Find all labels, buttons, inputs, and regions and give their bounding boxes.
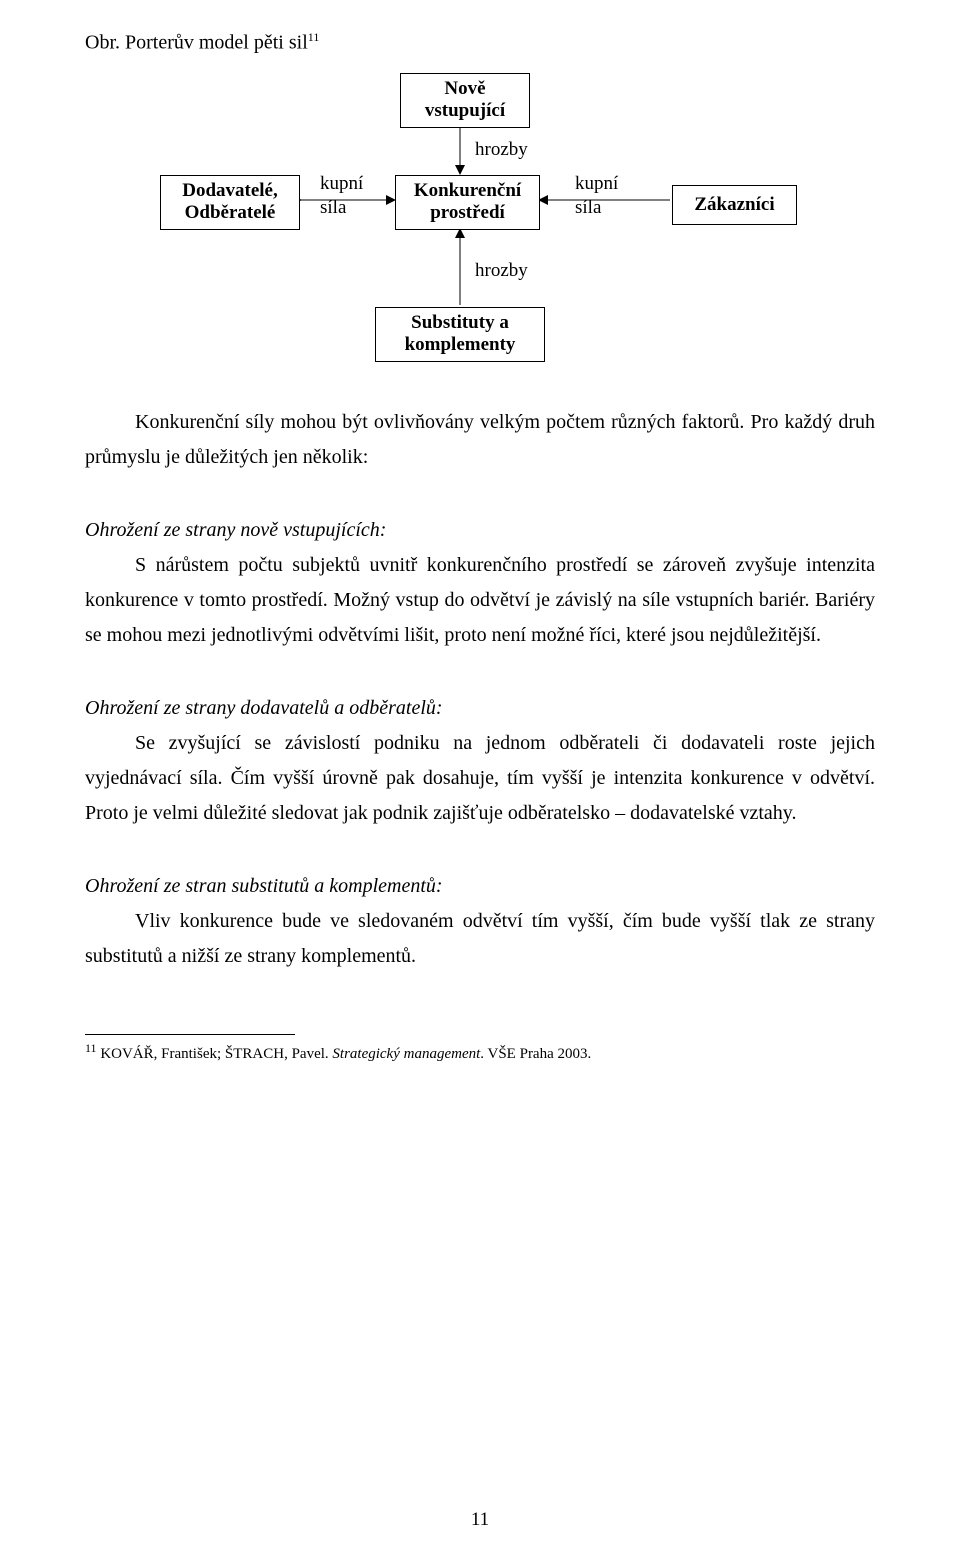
porter-diagram: Nově vstupující Dodavatelé, Odběratelé K…	[130, 65, 830, 375]
box-substitutes-l1: Substituty a	[411, 312, 509, 333]
label-hrozby-bottom: hrozby	[475, 260, 528, 282]
sec3-heading: Ohrožení ze stran substitutů a komplemen…	[85, 869, 875, 904]
label-kupni-right-1: kupní	[575, 173, 618, 195]
box-customers: Zákazníci	[672, 185, 797, 226]
box-suppliers-l1: Dodavatelé,	[182, 180, 278, 201]
box-suppliers: Dodavatelé, Odběratelé	[160, 175, 300, 231]
footnote-rule	[85, 1034, 295, 1035]
page-number: 11	[0, 1509, 960, 1531]
footnote: 11 KOVÁŘ, František; ŠTRACH, Pavel. Stra…	[85, 1041, 875, 1063]
sec1-body: S nárůstem počtu subjektů uvnitř konkure…	[85, 548, 875, 653]
box-substitutes-l2: komplementy	[405, 334, 516, 355]
box-substitutes: Substituty a komplementy	[375, 307, 545, 363]
intro-paragraph: Konkurenční síly mohou být ovlivňovány v…	[85, 405, 875, 475]
page: Obr. Porterův model pěti sil11 Nově vstu…	[0, 0, 960, 1551]
figure-title: Obr. Porterův model pěti sil11	[85, 30, 875, 55]
footnote-authors: KOVÁŘ, František; ŠTRACH, Pavel.	[100, 1046, 332, 1062]
figure-title-text: Obr. Porterův model pěti sil	[85, 32, 308, 54]
sec1-heading: Ohrožení ze strany nově vstupujících:	[85, 513, 875, 548]
label-kupni-left-1: kupní	[320, 173, 363, 195]
box-customers-text: Zákazníci	[694, 194, 774, 215]
box-competitive-env-l1: Konkurenční	[414, 180, 521, 201]
box-suppliers-l2: Odběratelé	[185, 202, 276, 223]
footnote-ref: 11	[308, 30, 320, 44]
label-kupni-right-2: síla	[575, 197, 601, 219]
label-hrozby-top: hrozby	[475, 139, 528, 161]
box-new-entrants: Nově vstupující	[400, 73, 530, 129]
footnote-tail: . VŠE Praha 2003.	[480, 1046, 591, 1062]
box-new-entrants-l2: vstupující	[425, 100, 505, 121]
box-new-entrants-l1: Nově	[444, 78, 485, 99]
sec2-body: Se zvyšující se závislostí podniku na je…	[85, 726, 875, 831]
label-kupni-left-2: síla	[320, 197, 346, 219]
box-competitive-env-l2: prostředí	[430, 202, 505, 223]
sec2-heading: Ohrožení ze strany dodavatelů a odběrate…	[85, 691, 875, 726]
box-competitive-env: Konkurenční prostředí	[395, 175, 540, 231]
footnote-italic: Strategický management	[332, 1046, 480, 1062]
footnote-marker: 11	[85, 1041, 97, 1055]
sec3-body: Vliv konkurence bude ve sledovaném odvět…	[85, 904, 875, 974]
